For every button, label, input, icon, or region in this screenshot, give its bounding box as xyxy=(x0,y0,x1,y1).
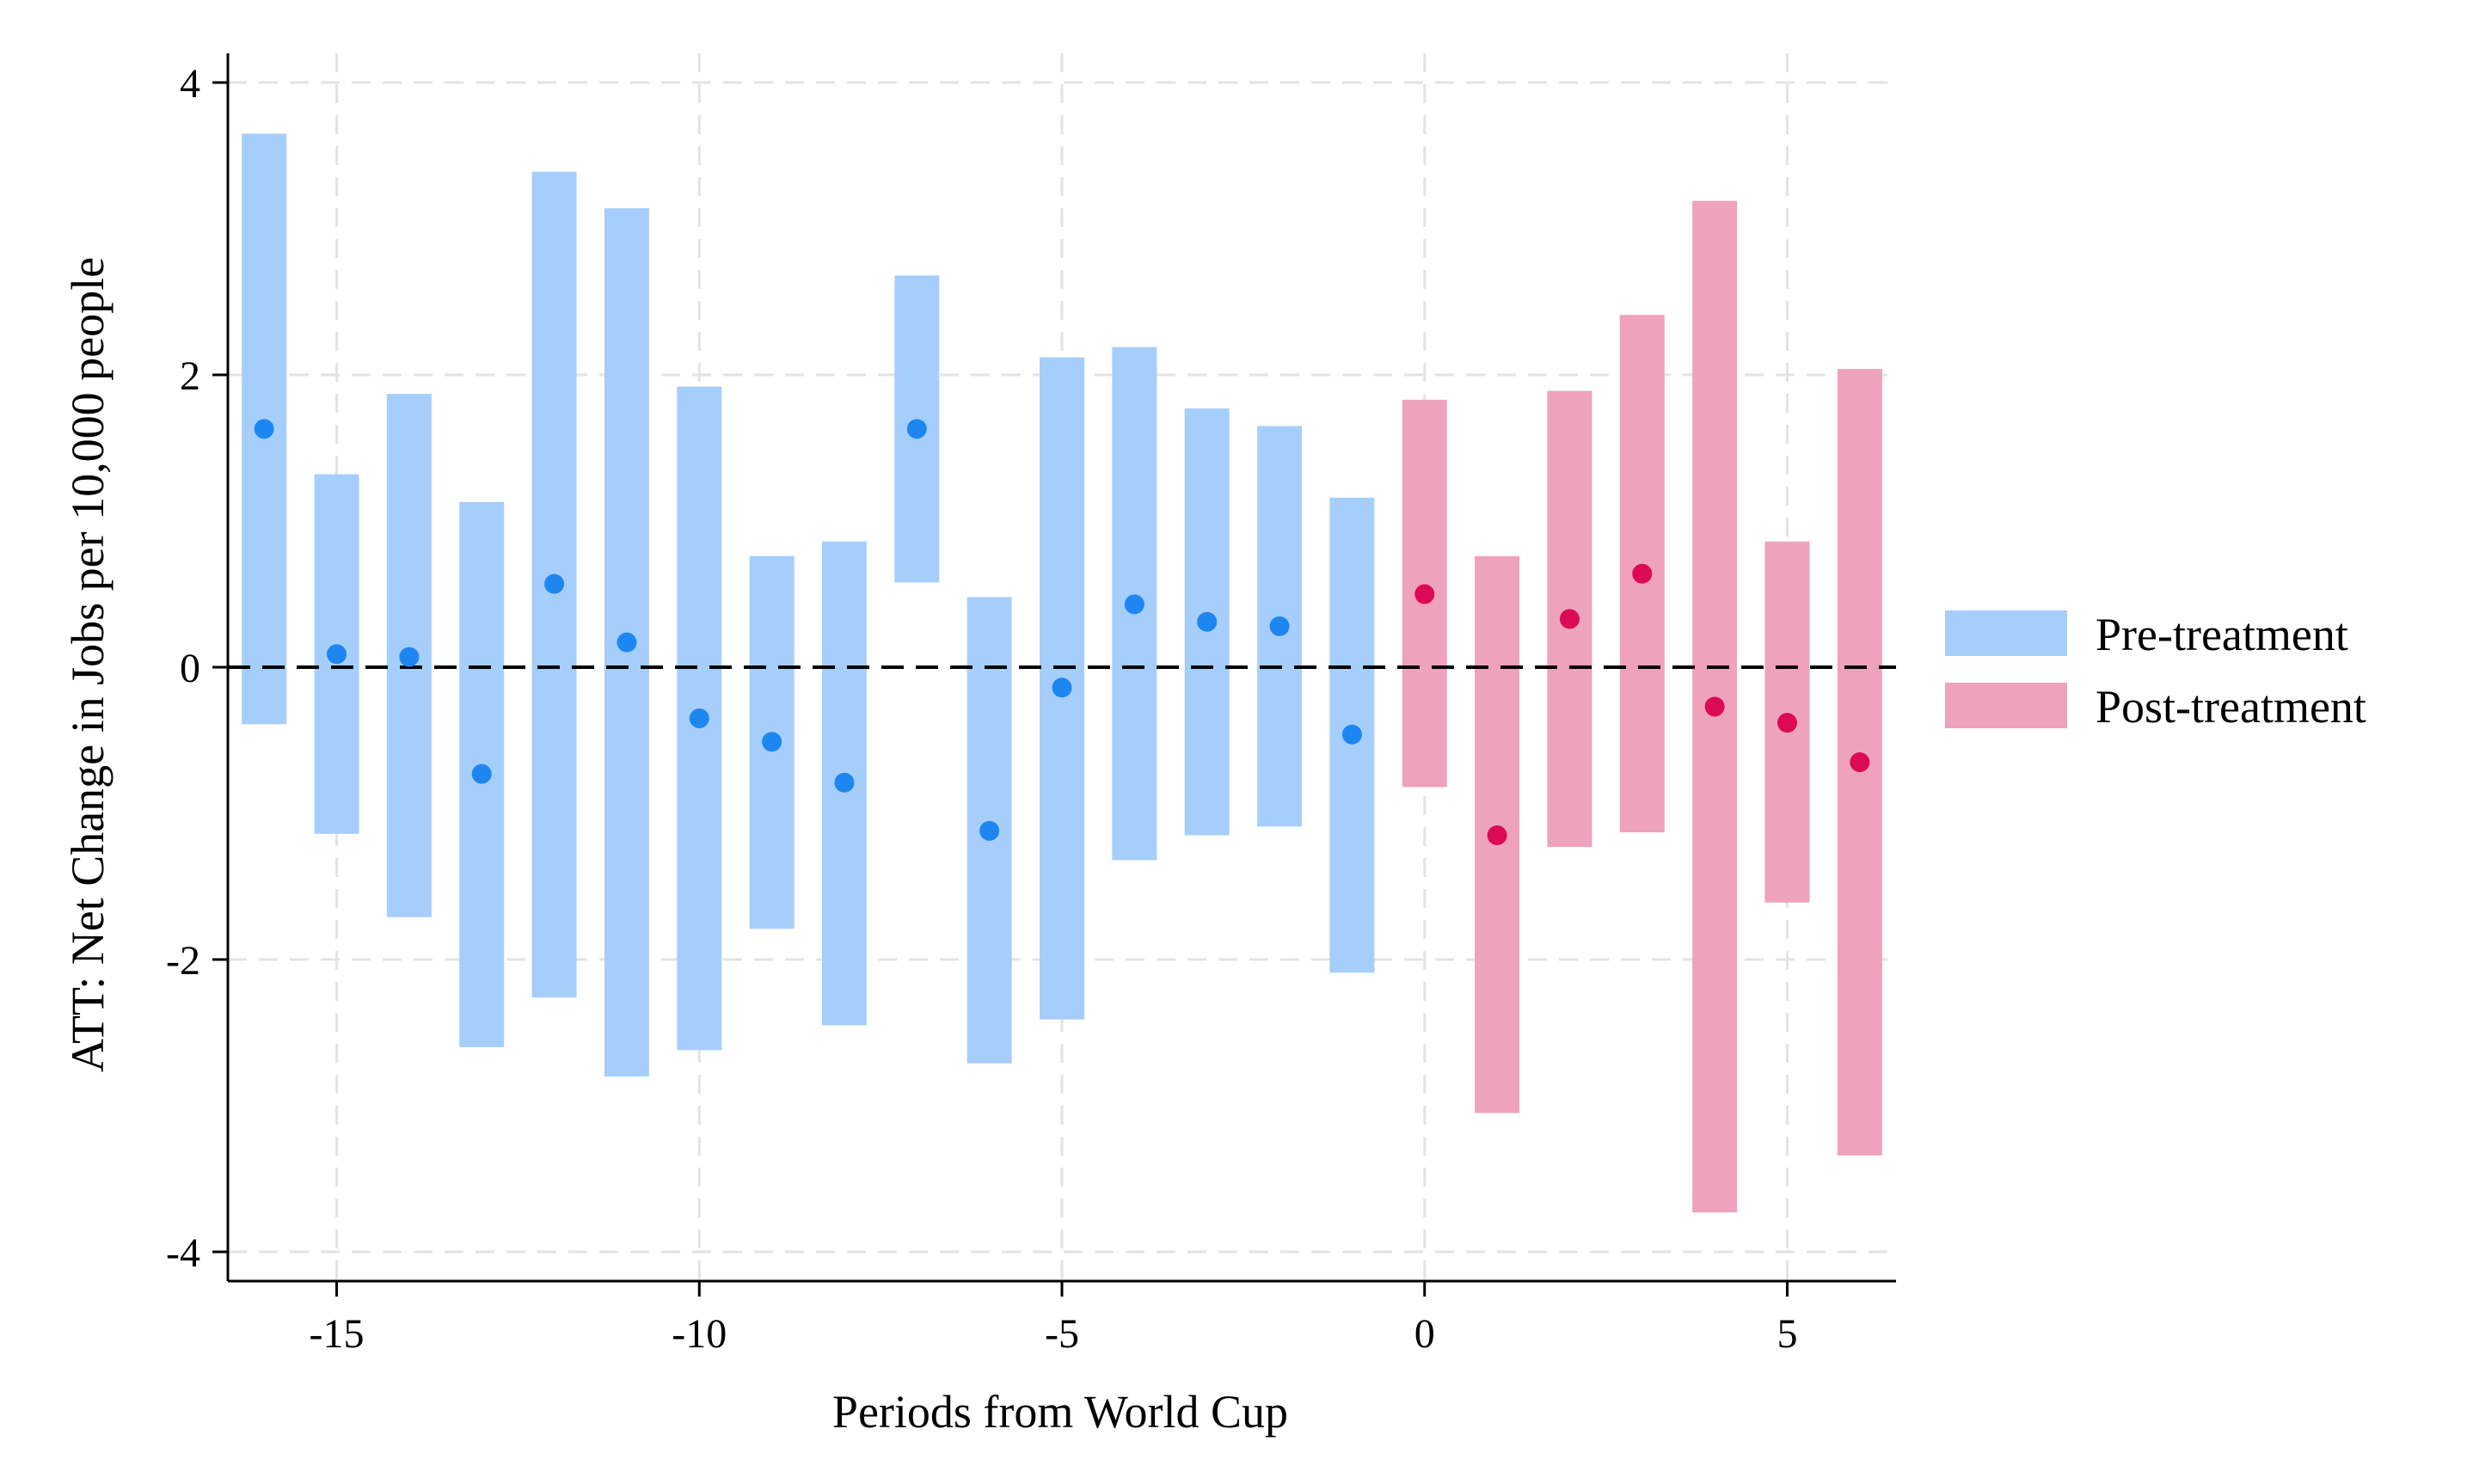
legend-swatch xyxy=(1945,683,2067,728)
point-estimate xyxy=(1850,752,1870,772)
point-estimate xyxy=(617,632,637,653)
y-tick-label: 0 xyxy=(180,646,200,691)
point-estimate xyxy=(906,419,927,439)
x-tick-label: 5 xyxy=(1777,1311,1797,1357)
legend-label: Pre-treatment xyxy=(2096,609,2348,660)
point-estimates xyxy=(254,419,1870,845)
axes: 4 2 0 -2 -4 -15 -10 -5 0 5 xyxy=(166,53,1896,1357)
y-tick-label: -4 xyxy=(166,1230,200,1276)
point-estimate xyxy=(471,763,492,784)
x-axis-title: Periods from World Cup xyxy=(832,1386,1288,1438)
legend: Pre-treatment Post-treatment xyxy=(1945,609,2366,733)
y-axis-title: ATT: Net Change in Jobs per 10,000 peopl… xyxy=(62,257,114,1072)
point-estimate xyxy=(327,644,347,665)
point-estimate xyxy=(399,647,420,667)
y-tick-label: 2 xyxy=(180,353,200,399)
point-estimate xyxy=(1487,825,1507,845)
point-estimate xyxy=(834,772,855,793)
point-estimate xyxy=(1704,696,1725,717)
point-estimate xyxy=(1197,611,1218,632)
point-estimate xyxy=(1559,609,1580,629)
y-tick-label: -2 xyxy=(166,938,200,984)
point-estimate xyxy=(1341,724,1362,745)
point-estimate xyxy=(1124,594,1144,615)
point-estimate xyxy=(689,708,709,728)
gridlines xyxy=(228,53,1896,1281)
legend-swatch xyxy=(1945,610,2067,656)
point-estimate xyxy=(1414,584,1435,604)
y-tick-label: 4 xyxy=(180,61,200,107)
point-estimate xyxy=(1269,616,1290,636)
x-tick-label: -15 xyxy=(310,1311,365,1357)
point-estimate xyxy=(1777,713,1797,733)
point-estimate xyxy=(1632,563,1653,584)
x-tick-label: -5 xyxy=(1045,1311,1079,1357)
point-estimate xyxy=(1052,678,1072,698)
point-estimate xyxy=(254,419,274,439)
x-tick-label: 0 xyxy=(1414,1311,1435,1357)
legend-label: Post-treatment xyxy=(2096,681,2366,733)
point-estimate xyxy=(544,573,565,594)
point-estimate xyxy=(979,820,1000,841)
x-tick-label: -10 xyxy=(672,1311,727,1357)
point-estimate xyxy=(762,732,782,752)
